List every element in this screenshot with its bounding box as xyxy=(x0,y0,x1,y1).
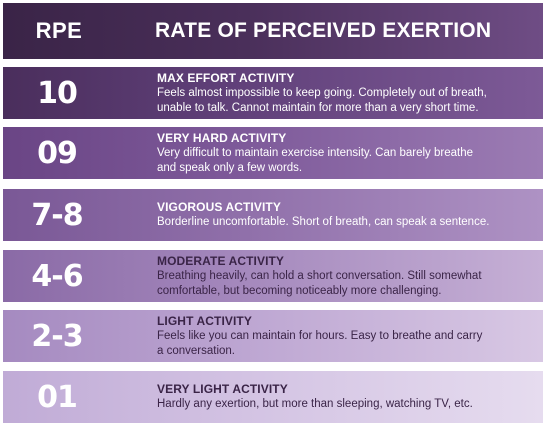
rpe-row-09: 09 VERY HARD ACTIVITY Very difficult to … xyxy=(3,127,543,179)
activity-description-line: Feels like you can maintain for hours. E… xyxy=(157,329,483,342)
page-title: RATE OF PERCEIVED EXERTION xyxy=(155,19,492,42)
activity-title: MAX EFFORT ACTIVITY xyxy=(157,70,295,85)
rpe-level: 09 xyxy=(37,135,78,171)
activity-title: VIGOROUS ACTIVITY xyxy=(157,200,281,214)
rpe-level: 7-8 xyxy=(31,197,83,233)
activity-title: LIGHT ACTIVITY xyxy=(157,313,252,328)
activity-description-line: Hardly any exertion, but more than sleep… xyxy=(157,398,473,410)
rpe-row-10: 10 MAX EFFORT ACTIVITY Feels almost impo… xyxy=(3,67,543,119)
rpe-description-block: MODERATE ACTIVITY Breathing heavily, can… xyxy=(111,254,482,299)
rpe-description-block: VIGOROUS ACTIVITY Borderline uncomfortab… xyxy=(111,200,489,230)
rpe-column-header: RPE xyxy=(35,18,83,43)
rpe-description-block: MAX EFFORT ACTIVITY Feels almost impossi… xyxy=(111,71,487,116)
rpe-row-7-8: 7-8 VIGOROUS ACTIVITY Borderline uncomfo… xyxy=(3,189,543,241)
activity-title: VERY LIGHT ACTIVITY xyxy=(157,382,288,396)
rpe-level: 4-6 xyxy=(31,258,83,294)
activity-title: MODERATE ACTIVITY xyxy=(157,253,285,268)
activity-description-line: Borderline uncomfortable. Short of breat… xyxy=(157,216,490,228)
activity-description-line: Feels almost impossible to keep going. C… xyxy=(157,86,487,99)
rpe-row-4-6: 4-6 MODERATE ACTIVITY Breathing heavily,… xyxy=(3,250,543,302)
activity-description-line: Breathing heavily, can hold a short conv… xyxy=(157,269,482,282)
rpe-description-block: VERY HARD ACTIVITY Very difficult to mai… xyxy=(111,131,473,176)
activity-title: VERY HARD ACTIVITY xyxy=(157,130,287,145)
table-header: RPE RATE OF PERCEIVED EXERTION xyxy=(3,3,543,59)
rpe-row-01: 01 VERY LIGHT ACTIVITY Hardly any exerti… xyxy=(3,371,543,423)
rpe-row-2-3: 2-3 LIGHT ACTIVITY Feels like you can ma… xyxy=(3,310,543,362)
activity-description-line: a conversation. xyxy=(157,344,235,357)
rpe-level: 01 xyxy=(37,379,78,415)
activity-description-line: Very difficult to maintain exercise inte… xyxy=(157,146,473,159)
rpe-description-block: VERY LIGHT ACTIVITY Hardly any exertion,… xyxy=(111,382,473,412)
rpe-level: 2-3 xyxy=(31,318,83,354)
activity-description-line: unable to talk. Cannot maintain for more… xyxy=(157,101,479,114)
rpe-level: 10 xyxy=(37,75,78,111)
rpe-description-block: LIGHT ACTIVITY Feels like you can mainta… xyxy=(111,314,482,359)
activity-description-line: comfortable, but becoming noticeably mor… xyxy=(157,284,442,297)
activity-description-line: and speak only a few words. xyxy=(157,161,303,174)
